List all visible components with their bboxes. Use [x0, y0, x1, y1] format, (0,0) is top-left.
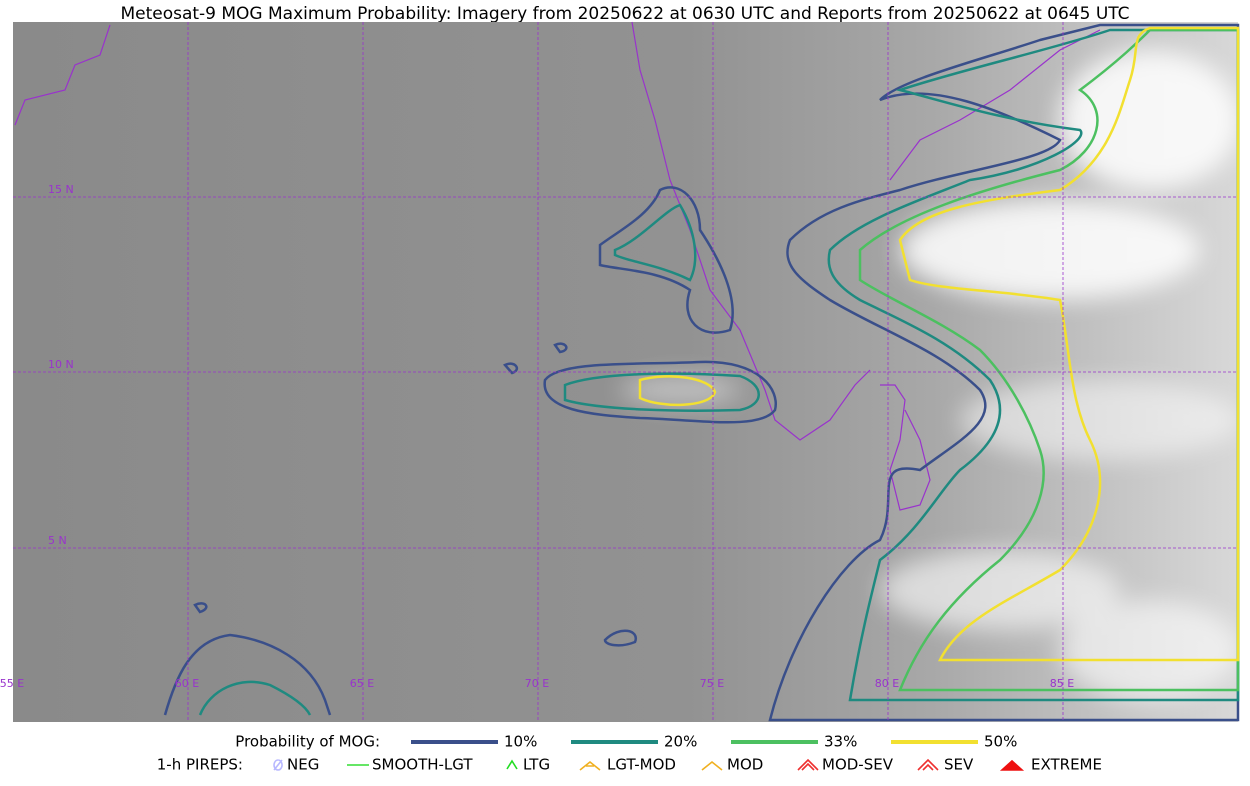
legend-label: 33%: [824, 733, 857, 751]
legend-label: NEG: [287, 756, 319, 774]
contours: [163, 23, 1240, 722]
legend: 10% 20% 33% 50% NEG SMOOTH-LGT LTG LGT-MOD MOD MO…: [273, 733, 1102, 774]
legend-label: MOD-SEV: [822, 756, 894, 774]
legend-icon: [999, 759, 1025, 771]
lon-label: 60 E: [175, 677, 199, 690]
legend-icon: [273, 759, 283, 771]
legend-label: MOD: [727, 756, 763, 774]
legend-label: SEV: [944, 756, 974, 774]
legend-title: Probability of MOG:: [235, 733, 380, 751]
legend-icon: [579, 760, 601, 771]
legend-label: LGT-MOD: [607, 756, 676, 774]
legend-label: 10%: [504, 733, 537, 751]
lon-label: 80 E: [875, 677, 899, 690]
title: Meteosat-9 MOG Maximum Probability: Imag…: [120, 4, 1129, 24]
legend-icon: [797, 758, 819, 771]
lat-label: 5 N: [48, 534, 67, 547]
legend-label: 50%: [984, 733, 1017, 751]
legend-icon: [701, 760, 723, 771]
legend-label: 20%: [664, 733, 697, 751]
lat-label: 15 N: [48, 183, 74, 196]
lon-label: 75 E: [700, 677, 724, 690]
map: 15 N 10 N 5 N 55 E 60 E 65 E 70 E 75 E 8…: [0, 21, 1240, 722]
legend-label: LTG: [523, 756, 550, 774]
legend-title: 1-h PIREPS:: [157, 756, 243, 774]
lon-label: 85 E: [1050, 677, 1074, 690]
legend-label: EXTREME: [1031, 756, 1102, 774]
legend-label: SMOOTH-LGT: [372, 756, 473, 774]
legend-icon: [917, 758, 939, 771]
legend-icon: [506, 759, 518, 770]
graticule: [13, 22, 1238, 722]
lon-label: 65 E: [350, 677, 374, 690]
lon-label: 70 E: [525, 677, 549, 690]
lat-label: 10 N: [48, 358, 74, 371]
lon-label: 55 E: [0, 677, 24, 690]
